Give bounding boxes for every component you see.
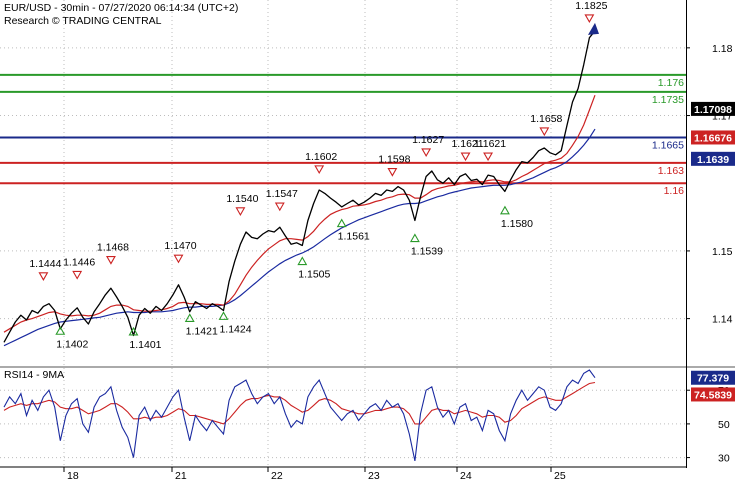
low-label-4: 1.1401 [129, 339, 161, 351]
low-label-12: 1.1561 [338, 231, 370, 243]
low-label-10: 1.1505 [298, 269, 330, 281]
rsi-ma-badge: 74.5839 [694, 389, 732, 401]
level-label-0: 1.176 [658, 77, 684, 89]
price-line [3, 30, 596, 343]
price-series-group [3, 22, 599, 347]
pivot-badge-upper-bg [691, 130, 735, 145]
high-label-9: 1.1547 [266, 188, 298, 200]
high-marker-11 [314, 165, 325, 174]
rsi-line [3, 369, 596, 462]
pivot-badge-lower: 1.1639 [697, 154, 729, 166]
rsi-panel: RSI14 - 9MA [3, 369, 596, 462]
time-label-0: 18 [67, 470, 79, 480]
high-marker-15 [421, 148, 432, 158]
time-label-1: 21 [175, 470, 187, 480]
rsi-tick-label-1: 50 [718, 419, 730, 431]
high-marker-9 [274, 202, 285, 212]
high-marker-3 [105, 256, 116, 265]
level-lines: 1.176 1.1735 1.1665 1.163 1.16 [0, 73, 686, 197]
high-marker-13 [387, 168, 398, 177]
rsi-tick-label-2: 30 [718, 453, 730, 465]
high-label-8: 1.1540 [226, 193, 258, 205]
high-marker-16 [460, 152, 471, 162]
high-label-15: 1.1627 [412, 134, 444, 146]
high-label-17: 1.1621 [474, 138, 506, 150]
low-label-18: 1.1580 [501, 218, 533, 230]
high-marker-5 [173, 254, 184, 264]
rsi-title: RSI14 - 9MA [4, 369, 64, 381]
rsi-ma-badge-bg [691, 387, 735, 402]
ma-slow-line [3, 128, 596, 347]
low-marker-14 [409, 233, 420, 243]
high-marker-8 [235, 207, 246, 216]
low-marker-18 [499, 205, 510, 215]
high-label-11: 1.1602 [305, 151, 337, 163]
high-label-1: 1.1444 [29, 258, 61, 270]
trend-arrow [588, 22, 599, 35]
low-marker-7 [218, 311, 229, 320]
high-label-5: 1.1470 [164, 240, 196, 252]
last-price-badge: 1.17098 [694, 104, 732, 116]
low-marker-4 [128, 326, 139, 336]
time-label-3: 23 [368, 470, 380, 480]
level-label-4: 1.16 [664, 185, 685, 197]
rsi-current-badge-bg [691, 370, 735, 385]
rsi-ma-line [3, 381, 596, 425]
high-marker-19 [539, 127, 550, 137]
high-marker-17 [483, 152, 494, 162]
high-marker-20 [584, 14, 595, 24]
pivot-badge-upper: 1.16676 [694, 132, 732, 144]
time-label-4: 24 [460, 470, 472, 480]
low-label-7: 1.1424 [219, 323, 251, 335]
high-label-2: 1.1446 [63, 256, 95, 268]
low-marker-10 [297, 256, 308, 266]
grid-lines [0, 0, 686, 466]
low-label-14: 1.1539 [411, 246, 443, 258]
price-tick-label-3: 1.14 [712, 314, 733, 326]
level-label-3: 1.163 [658, 165, 684, 177]
pivot-badge-lower-bg [691, 151, 735, 166]
time-label-2: 22 [271, 470, 283, 480]
rsi-current-badge: 77.379 [697, 373, 729, 385]
low-label-6: 1.1421 [186, 325, 218, 337]
chart-title: EUR/USD - 30min - 07/27/2020 06:14:34 (U… [4, 2, 238, 14]
high-marker-1 [38, 272, 49, 281]
low-marker-0 [55, 326, 66, 335]
high-label-19: 1.1658 [530, 113, 562, 125]
price-tick-label-2: 1.15 [712, 246, 733, 258]
high-label-3: 1.1468 [97, 242, 129, 254]
high-label-20: 1.1825 [575, 0, 607, 12]
level-label-1: 1.1735 [652, 94, 684, 106]
low-marker-6 [184, 313, 195, 322]
high-label-16: 1.1621 [451, 138, 483, 150]
last-price-badge-bg [691, 101, 735, 116]
high-marker-2 [72, 270, 83, 280]
chart-subtitle: Research © TRADING CENTRAL [4, 15, 162, 27]
price-tick-label-0: 1.18 [712, 43, 733, 55]
low-label-0: 1.1402 [56, 338, 88, 350]
high-label-13: 1.1598 [378, 154, 410, 166]
low-marker-12 [336, 218, 347, 228]
level-label-2: 1.1665 [652, 139, 684, 151]
time-label-5: 25 [554, 470, 566, 480]
